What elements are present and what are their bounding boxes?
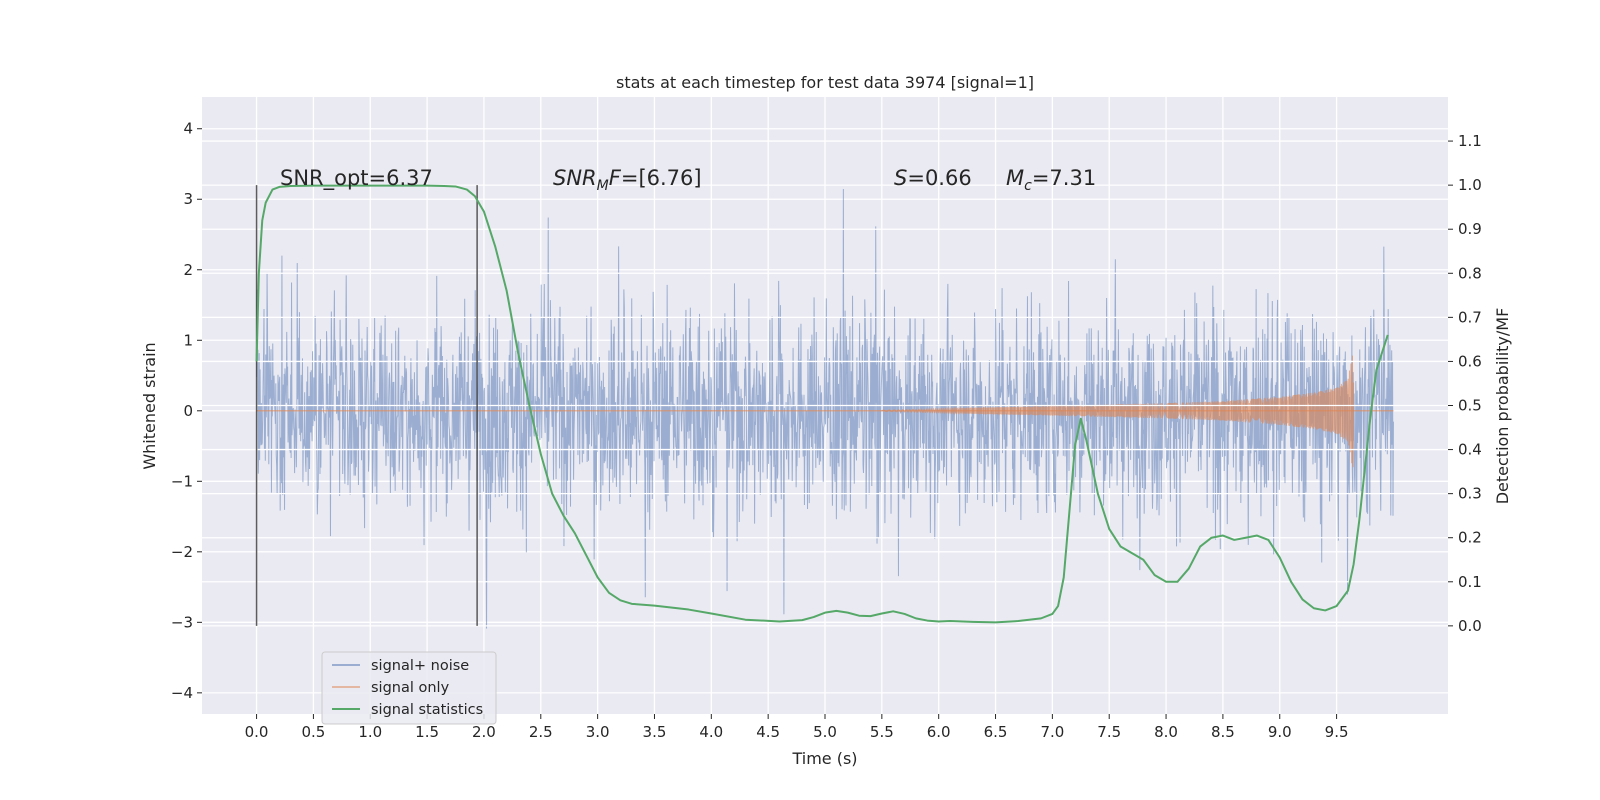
x-tick-label: 2.0 [472,723,496,741]
chart-title: stats at each timestep for test data 397… [616,73,1034,92]
signal-statistics-series [255,184,1389,624]
x-axis-ticks: 0.0 0.5 1.0 1.5 2.0 2.5 3.0 3.5 4.0 4.5 5.0 5.5 6.0 6… [245,714,1349,741]
signal-statistics-line [255,184,1389,624]
x-tick-label: 4.0 [699,723,723,741]
x-axis-label: Time (s) [791,749,857,768]
right-y-tick-label: 1.0 [1458,176,1482,194]
y-tick-label: −1 [171,472,193,490]
annotation-snr-opt: SNR_opt=6.37 [280,166,433,191]
annotation-s: S=0.66 [894,166,972,190]
x-tick-label: 5.0 [813,723,837,741]
x-tick-label: 4.5 [756,723,780,741]
legend-label-signal-noise: signal+ noise [371,658,469,674]
annotation-snr-mf: SNRMF=[6.76] [553,166,702,194]
x-tick-label: 5.5 [870,723,894,741]
right-y-tick-label: 0.1 [1458,573,1482,591]
y-tick-label: −4 [171,684,193,702]
x-tick-label: 8.0 [1154,723,1178,741]
x-tick-label: 9.0 [1268,723,1292,741]
annotation-mc: Mc=7.31 [1006,166,1096,194]
x-tick-label: 6.0 [927,723,951,741]
y-tick-label: 3 [183,190,193,208]
y-tick-label: 2 [183,261,193,279]
annotation-s-value: =0.66 [907,166,971,190]
right-y-tick-label: 0.9 [1458,220,1482,238]
right-y-tick-label: 0.8 [1458,264,1482,282]
x-tick-label: 2.5 [529,723,553,741]
x-tick-label: 7.0 [1040,723,1064,741]
y-tick-label: −2 [171,543,193,561]
right-y-axis-ticks: 0.0 0.1 0.2 0.3 0.4 0.5 0.6 0.7 0.8 0.9 1.0 1.1 [1448,132,1482,635]
signal-noise-series [256,189,1394,629]
annotation-mc-value: =7.31 [1032,166,1096,190]
right-y-tick-label: 0.7 [1458,308,1482,326]
legend-box [321,651,497,725]
x-tick-label: 1.5 [415,723,439,741]
x-tick-label: 3.0 [586,723,610,741]
right-y-tick-label: 0.2 [1458,529,1482,547]
left-y-axis-label: Whitened strain [140,342,159,469]
signal-only-line [881,355,1355,468]
y-tick-label: 0 [183,402,193,420]
legend-label-signal-statistics: signal statistics [371,702,483,718]
y-tick-label: 4 [183,120,193,138]
x-tick-label: 9.5 [1325,723,1349,741]
right-y-tick-label: 0.5 [1458,397,1482,415]
signal-only-series [256,355,1394,468]
right-y-tick-label: 0.6 [1458,352,1482,370]
y-tick-label: 1 [183,331,193,349]
signal-noise-line [256,189,1394,629]
legend-label-signal-only: signal only [371,680,450,696]
right-y-tick-label: 0.3 [1458,485,1482,503]
left-y-axis-ticks: −4 −3 −2 −1 0 1 2 3 4 [171,120,202,702]
x-tick-label: 1.0 [358,723,382,741]
right-y-tick-label: 0.4 [1458,441,1482,459]
annotation-snr-mf-bracket: [6.76] [638,166,701,190]
x-tick-label: 6.5 [984,723,1008,741]
y-tick-label: −3 [171,613,193,631]
annotation-snr-mf-value: = [621,166,639,190]
x-tick-label: 7.5 [1097,723,1121,741]
right-y-tick-label: 1.1 [1458,132,1482,150]
x-tick-label: 8.5 [1211,723,1235,741]
right-y-tick-label: 0.0 [1458,617,1482,635]
legend: signal+ noise signal only signal statist… [321,651,497,725]
right-y-axis-label: Detection probability/MF [1493,308,1512,505]
x-tick-label: 3.5 [643,723,667,741]
x-tick-label: 0.5 [301,723,325,741]
vertical-markers [255,185,478,626]
x-tick-label: 0.0 [245,723,269,741]
